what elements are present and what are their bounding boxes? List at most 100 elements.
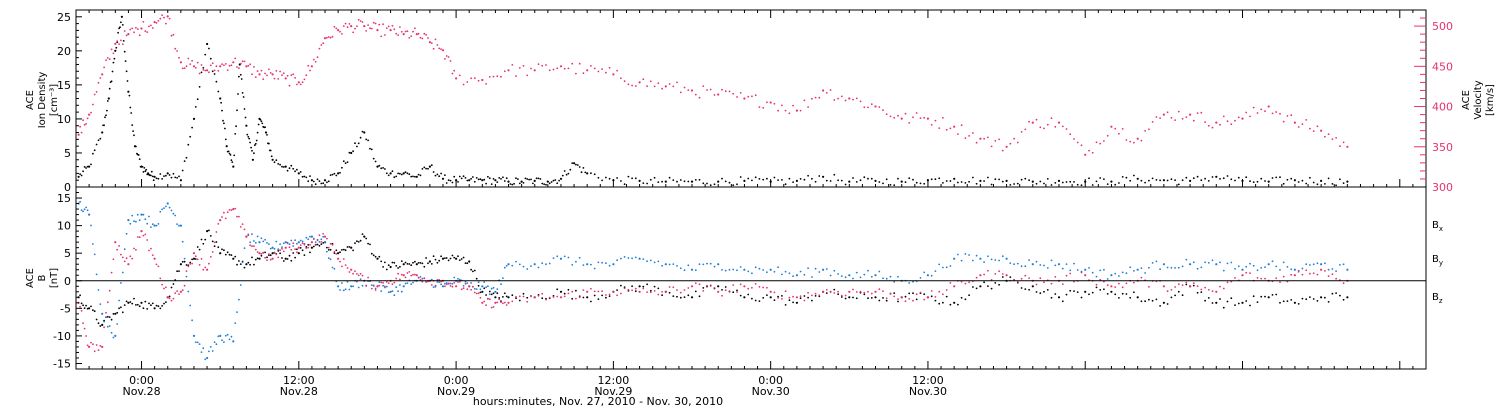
point-bx-18-4 [318, 244, 321, 247]
point-bz-30-5 [477, 292, 480, 295]
point-density-60-1 [930, 178, 933, 181]
point-velocity-24-4 [397, 34, 399, 36]
point-by-14-5 [268, 243, 270, 246]
point-by-18-2 [314, 241, 317, 244]
point-by-9-4 [200, 351, 203, 353]
point-velocity-27-5 [438, 47, 441, 50]
point-density-59 [900, 180, 903, 183]
point-density-47 [586, 172, 589, 175]
point-velocity-9-4 [200, 64, 203, 66]
point-by-56-1 [1114, 272, 1117, 275]
point-by-50 [953, 257, 956, 260]
point-density-28-6 [348, 151, 351, 154]
point-by-48-2 [908, 282, 911, 284]
point-density-9-4 [150, 170, 153, 173]
point-bz-56-4 [1125, 282, 1128, 285]
point-bx-1-4 [95, 318, 98, 321]
point-velocity-39-5 [736, 96, 738, 98]
point-bx-37-6 [634, 290, 637, 293]
point-density-0-2 [80, 174, 83, 177]
point-bx-60-3 [1226, 300, 1229, 303]
point-bz-15 [271, 257, 274, 260]
point-by-23-5 [385, 285, 388, 288]
time-x-axis: 0:00Nov.2812:00Nov.280:00Nov.2912:00Nov.… [88, 361, 1414, 398]
point-velocity-32-5 [552, 68, 555, 71]
point-velocity-10 [206, 69, 209, 72]
point-bz-46-4 [863, 291, 866, 294]
point-bz-35 [559, 296, 563, 299]
point-by-14-1 [260, 237, 263, 240]
point-bx-25-1 [404, 261, 407, 264]
field-tick-label--15: -15 [53, 357, 71, 370]
point-bx-25-4 [410, 264, 413, 267]
point-bx-28-2 [445, 257, 448, 259]
point-density-65-4 [1073, 181, 1075, 183]
point-density-15 [219, 97, 222, 100]
point-bx-29-4 [462, 256, 465, 259]
point-by-4-1 [129, 222, 132, 225]
point-velocity-14 [258, 73, 261, 76]
point-bz-59-1 [1192, 282, 1195, 285]
point-by-8-1 [181, 240, 184, 243]
point-by-29-6 [466, 282, 469, 284]
point-by-47 [874, 274, 877, 277]
point-density-38-3 [473, 180, 476, 183]
point-bz-44-6 [818, 294, 821, 297]
point-velocity-51 [1031, 121, 1034, 124]
point-velocity-61-2 [1301, 123, 1304, 125]
point-bx-60 [1215, 301, 1218, 304]
point-bz-33-3 [518, 295, 521, 298]
point-bx-9-1 [194, 258, 197, 260]
point-bx-59-4 [1204, 299, 1206, 302]
point-density-69-1 [1166, 179, 1169, 182]
point-bx-54-5 [1076, 291, 1079, 293]
point-density-36-5 [451, 181, 454, 184]
point-density-75-3 [1331, 183, 1334, 185]
point-bz-47-6 [897, 298, 899, 300]
point-bx-23-4 [384, 261, 386, 264]
point-bz-63-5 [1312, 272, 1315, 275]
point-velocity-3-5 [123, 30, 126, 32]
point-velocity-55 [1136, 137, 1139, 140]
point-density-48-6 [634, 177, 637, 180]
point-by-35-1 [563, 255, 566, 258]
point-velocity-10-6 [217, 70, 220, 72]
point-velocity-57 [1189, 113, 1192, 116]
point-by-64-5 [1339, 264, 1341, 266]
point-bx-36 [586, 296, 589, 299]
point-density-2-6 [106, 100, 109, 102]
point-velocity-52 [1057, 121, 1061, 124]
point-bx-51 [979, 285, 982, 288]
point-density-61-3 [964, 182, 967, 184]
point-density-1-1 [90, 163, 92, 166]
point-by-37-2 [620, 257, 622, 260]
point-velocity-51-4 [1046, 123, 1049, 126]
point-bx-0-3 [82, 304, 84, 307]
point-bz-21-5 [359, 272, 362, 275]
point-velocity-55-6 [1159, 117, 1161, 119]
point-velocity-58-3 [1226, 120, 1229, 123]
point-bz-6-1 [155, 263, 158, 266]
point-density-11-4 [174, 176, 177, 179]
point-velocity-4-2 [131, 27, 134, 30]
point-by-36-2 [593, 267, 596, 270]
point-by-51-3 [990, 258, 993, 261]
point-velocity-37-2 [672, 85, 675, 88]
point-velocity-50 [1005, 145, 1008, 148]
point-bz-33-5 [526, 300, 529, 303]
point-bx-22-5 [372, 254, 375, 257]
point-density-56-5 [840, 179, 843, 182]
point-by-15-4 [279, 243, 281, 246]
point-bx-22-1 [365, 237, 368, 240]
point-bx-61-3 [1252, 295, 1255, 298]
point-bx-54-4 [1073, 290, 1075, 292]
point-bz-37-5 [631, 289, 633, 292]
point-bz-37-1 [616, 294, 618, 297]
point-bx-40-2 [698, 295, 701, 298]
point-by-54-3 [1069, 269, 1072, 272]
point-density-18-1 [239, 73, 242, 76]
point-bz-30-6 [479, 296, 482, 299]
point-bz-3-4 [121, 256, 124, 259]
point-bz-5-1 [142, 234, 145, 237]
point-density-66-1 [1088, 177, 1090, 180]
